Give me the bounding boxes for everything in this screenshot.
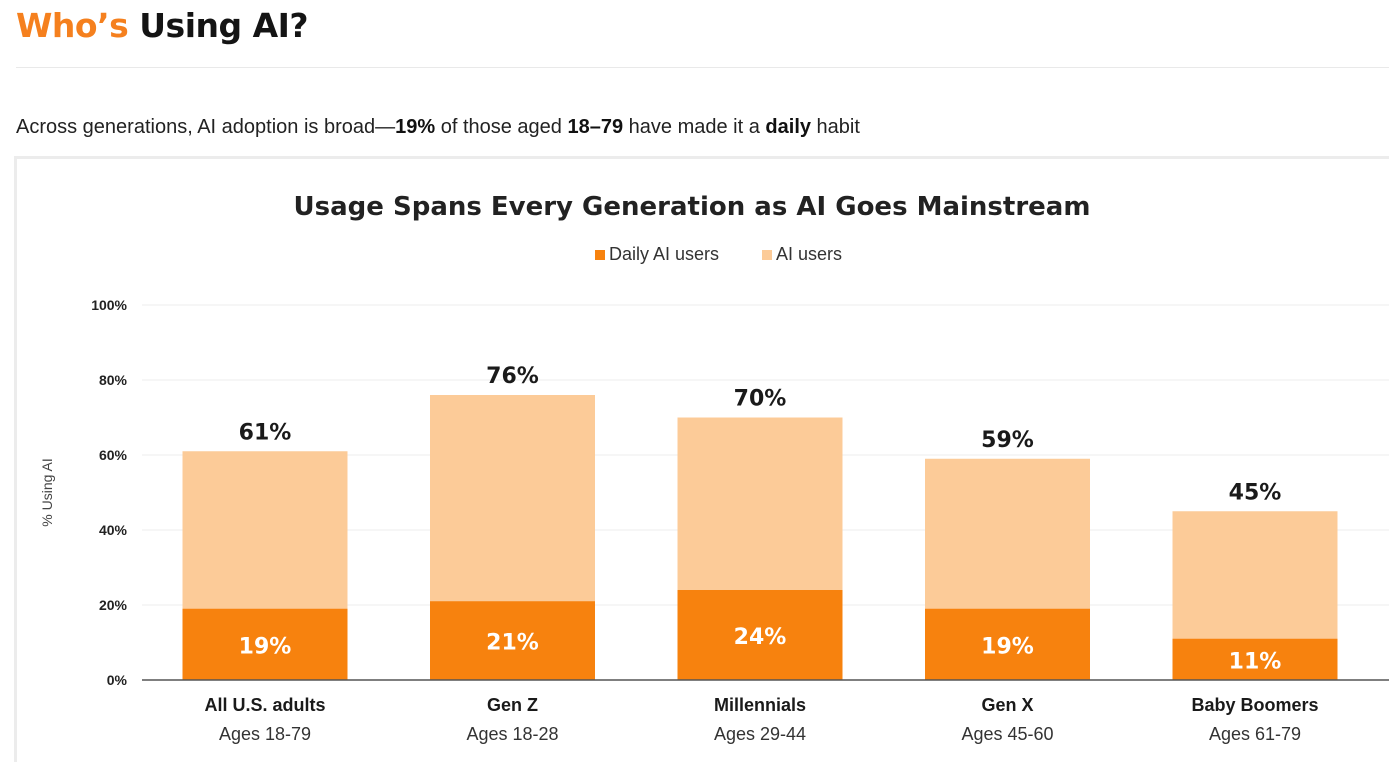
subtitle-lead: Across generations, AI adoption is broad…: [16, 116, 396, 138]
x-category-sublabel-millennials: Ages 29-44: [714, 724, 806, 744]
x-category-label-gen-z: Gen Z: [487, 695, 538, 715]
x-category-label-all-u-s-adults: All U.S. adults: [204, 695, 325, 715]
y-axis-label: % Using AI: [39, 458, 55, 526]
bar-daily-users-gen-z: [430, 601, 595, 680]
data-label-daily-users-baby-boomers: 11%: [1229, 649, 1282, 674]
y-tick-label-0: 0%: [107, 672, 128, 688]
x-category-label-millennials: Millennials: [714, 695, 806, 715]
data-label-daily-users-gen-z: 21%: [486, 631, 539, 656]
title-divider: [16, 67, 1389, 68]
x-category-label-gen-x: Gen X: [981, 695, 1033, 715]
chart-card: Usage Spans Every Generation as AI Goes …: [14, 156, 1389, 762]
data-label-daily-users-gen-x: 19%: [981, 634, 1034, 659]
data-label-daily-users-all-u-s-adults: 19%: [239, 634, 292, 659]
x-category-sublabel-gen-x: Ages 45-60: [961, 724, 1053, 744]
x-category-label-baby-boomers: Baby Boomers: [1191, 695, 1318, 715]
legend-swatch-users: [762, 250, 772, 260]
stacked-bar-chart: Usage Spans Every Generation as AI Goes …: [39, 192, 1389, 744]
subtitle-ages: 18–79: [567, 116, 624, 138]
subtitle-tail: habit: [811, 116, 860, 138]
legend-swatch-daily: [595, 250, 605, 260]
data-label-ai-users-millennials: 70%: [734, 387, 787, 412]
y-tick-label-80: 80%: [99, 372, 128, 388]
subtitle-emph: daily: [765, 116, 811, 138]
x-category-sublabel-all-u-s-adults: Ages 18-79: [219, 724, 311, 744]
page-title: Who’s Using AI?: [16, 6, 309, 45]
data-label-ai-users-baby-boomers: 45%: [1229, 480, 1282, 505]
data-label-ai-users-gen-x: 59%: [981, 428, 1034, 453]
data-label-daily-users-millennials: 24%: [734, 625, 787, 650]
bar-daily-users-all-u-s-adults: [182, 608, 348, 680]
x-category-sublabel-gen-z: Ages 18-28: [466, 724, 558, 744]
title-rest: Using AI?: [139, 6, 309, 45]
y-tick-label-40: 40%: [99, 522, 128, 538]
subtitle: Across generations, AI adoption is broad…: [16, 116, 860, 139]
chart-title: Usage Spans Every Generation as AI Goes …: [294, 192, 1091, 222]
y-tick-label-100: 100%: [91, 297, 127, 313]
y-tick-label-20: 20%: [99, 597, 128, 613]
bar-daily-users-gen-x: [925, 608, 1090, 680]
data-label-ai-users-gen-z: 76%: [486, 364, 539, 389]
data-label-ai-users-all-u-s-adults: 61%: [239, 420, 292, 445]
title-accent: Who’s: [16, 6, 129, 45]
bar-daily-users-millennials: [677, 590, 843, 680]
x-category-sublabel-baby-boomers: Ages 61-79: [1209, 724, 1301, 744]
legend-label-daily: Daily AI users: [609, 244, 719, 264]
y-tick-label-60: 60%: [99, 447, 128, 463]
bar-daily-users-baby-boomers: [1172, 638, 1338, 680]
subtitle-mid: of those aged: [435, 116, 568, 138]
legend-label-users: AI users: [776, 244, 842, 264]
subtitle-stat: 19%: [395, 116, 436, 138]
subtitle-mid2: have made it a: [623, 116, 766, 138]
